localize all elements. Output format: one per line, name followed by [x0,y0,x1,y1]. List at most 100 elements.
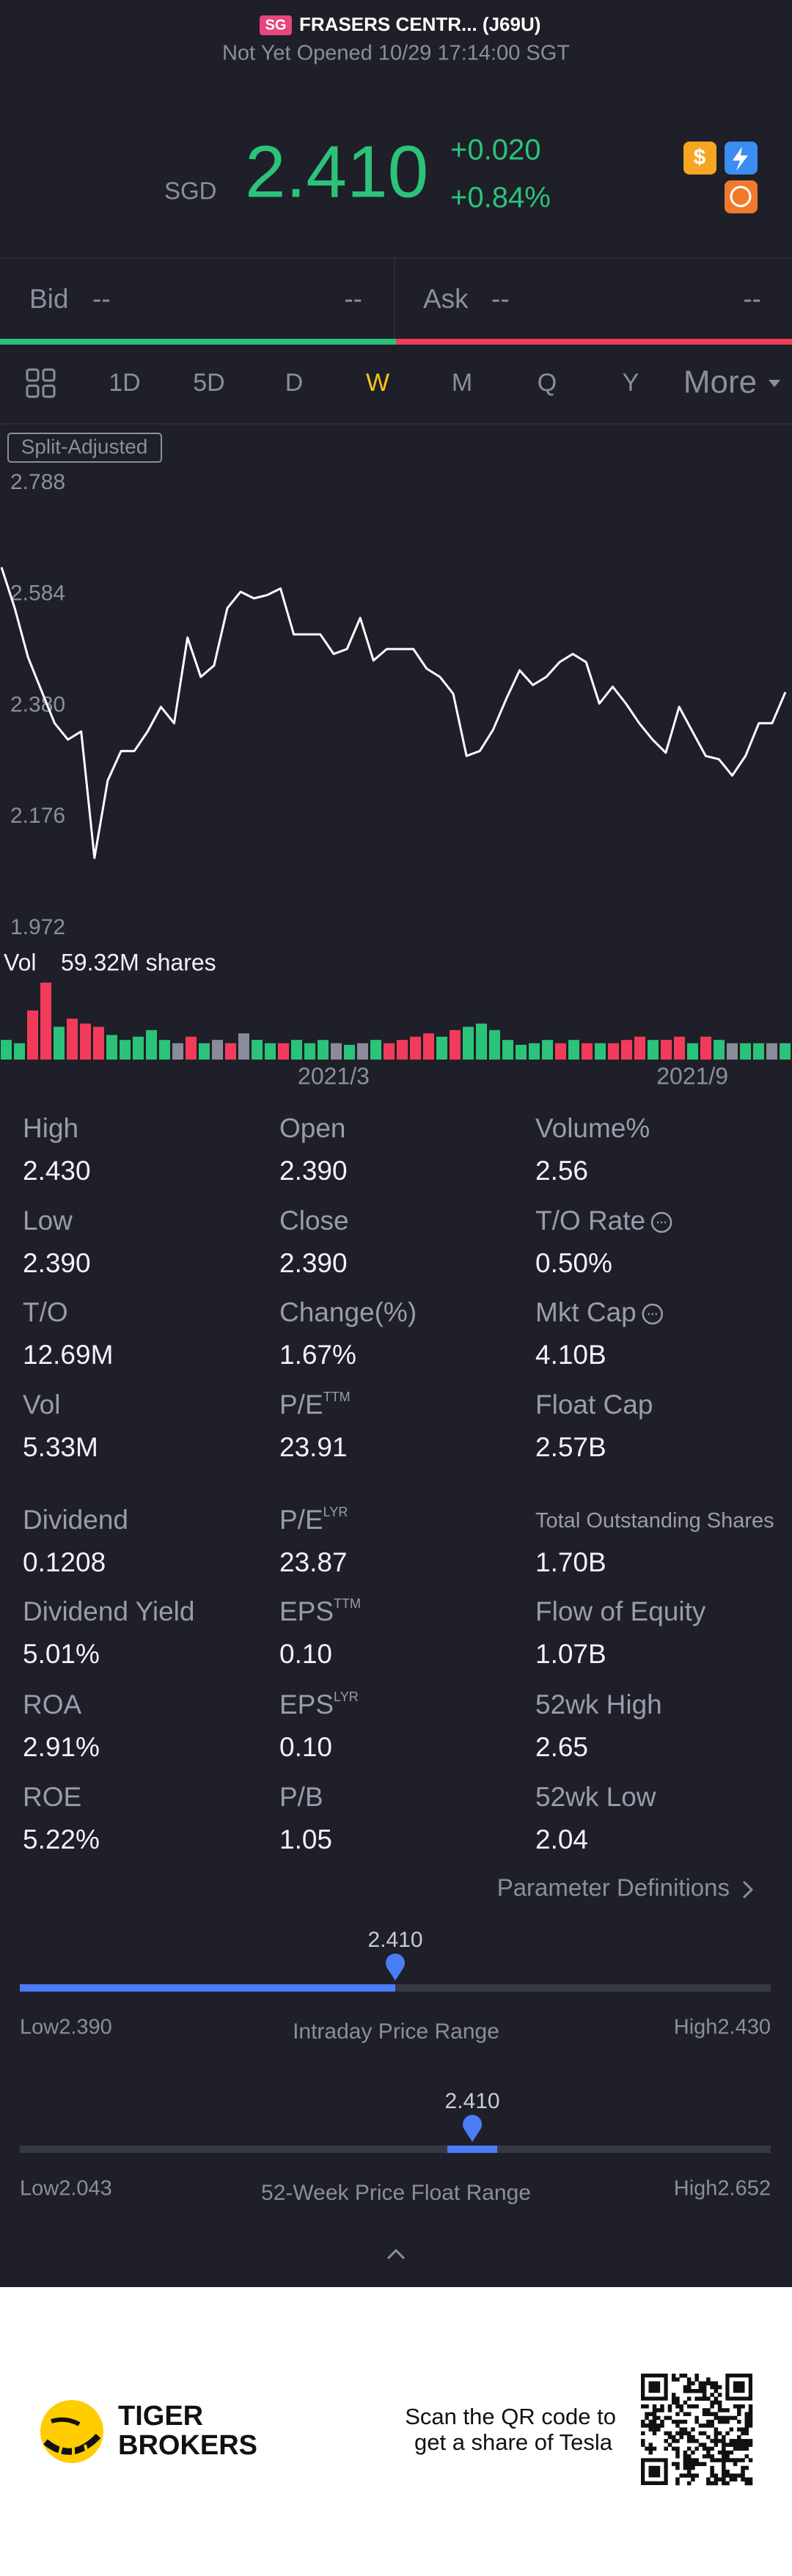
x-tick-label: 2021/9 [656,1063,728,1089]
parameter-definitions[interactable]: Parameter Definitions [497,1874,730,1901]
qr-cell [744,2465,749,2470]
stat-label: Flow of Equity [535,1596,706,1626]
qr-cell [656,2423,661,2428]
qr-cell [706,2408,711,2412]
period-tab[interactable]: Q [538,369,557,397]
qr-cell [641,2431,645,2436]
stat-label-text: Total Outstanding Shares [535,1509,774,1533]
logo-stripe [84,2444,89,2457]
range-title: 52-Week Price Float Range [261,2181,531,2205]
period-tab[interactable]: M [452,369,472,397]
qr-cell [729,2427,734,2432]
qr-cell [702,2454,707,2459]
qr-cell [691,2434,695,2440]
qr-cell [645,2446,649,2451]
qr-cell [675,2439,680,2443]
qr-cell [714,2431,719,2436]
range-current: 2.410 [367,1928,422,1952]
volume-bar [80,1023,91,1060]
qr-cell [683,2465,688,2470]
stat-label-text: Vol [23,1390,60,1420]
period-tab[interactable]: 5D [193,369,224,397]
price-change: +0.020 [450,134,540,166]
qr-cell [667,2415,672,2421]
stock-title: FRASERS CENTR... (J69U) [299,13,540,35]
qr-cell [686,2404,692,2409]
qr-cell [733,2446,738,2451]
last-price: 2.410 [245,131,428,213]
volume-bar [634,1036,645,1060]
period-tab[interactable]: D [285,369,304,397]
stat-label-text: ROA [23,1689,82,1720]
qr-cell [737,2408,741,2412]
info-icon[interactable] [650,1211,672,1233]
qr-cell [748,2415,753,2421]
qr-cell [706,2481,711,2486]
volume-bar [555,1043,566,1060]
qr-cell [744,2446,749,2451]
qr-cell [679,2419,683,2424]
qr-cell [741,2446,745,2451]
stat-label-text: P/E [279,1505,323,1535]
qr-cell [656,2408,661,2412]
range-high: High2.652 [674,2177,771,2201]
layout-icon[interactable] [26,368,56,398]
volume-bar [252,1040,263,1060]
qr-cell [675,2446,680,2451]
volume-bar [172,1043,183,1060]
qr-cell [710,2446,714,2451]
qr-cell [714,2412,719,2416]
qr-cell [725,2431,730,2436]
qr-cell [714,2473,719,2478]
qr-cell [686,2454,692,2459]
stat-value: 2.430 [23,1156,91,1186]
qr-cell [741,2431,745,2436]
stat-label-text: Dividend [23,1505,128,1535]
qr-cell [729,2458,734,2462]
period-tab[interactable]: 1D [109,369,140,397]
qr-cell [748,2477,753,2482]
icon-chat[interactable] [725,180,758,213]
stat-value: 2.390 [23,1248,91,1278]
range-track [20,2146,771,2153]
range-pin [463,2115,483,2142]
qr-cell [648,2446,653,2451]
qr-cell [714,2381,719,2386]
bid-size: -- [344,284,362,314]
qr-cell [741,2477,745,2482]
stat-value: 1.05 [279,1824,332,1854]
volume-bar [27,1010,38,1060]
volume-bar [489,1030,500,1060]
qr-cell [710,2400,714,2405]
period-tab[interactable]: More [683,364,757,400]
layout-cell [26,368,40,382]
qr-cell [717,2439,722,2443]
qr-cell [744,2477,749,2482]
qr-cell [675,2477,680,2482]
volume-bar [687,1043,698,1060]
info-icon[interactable] [642,1303,664,1325]
volume-bar [648,1040,659,1060]
icon-dollar[interactable] [683,142,716,175]
qr-cell [652,2412,657,2416]
volume-bar [410,1036,421,1060]
qr-cell [698,2431,703,2436]
qr-cell [686,2377,692,2382]
qr-cell [702,2423,707,2428]
period-tab[interactable]: W [366,369,389,397]
bid-label: Bid [29,284,68,314]
qr-cell [675,2400,680,2405]
qr-cell [671,2400,676,2405]
qr-cell [737,2458,741,2462]
volume-bar [370,1040,381,1060]
collapse-chevron[interactable] [386,2248,406,2260]
qr-cell [671,2374,676,2378]
qr-cell [710,2454,714,2459]
qr-cell [683,2400,688,2405]
qr-cell [729,2473,734,2478]
period-tab[interactable]: Y [623,369,639,397]
qr-cell [691,2404,695,2409]
qr-cell [710,2412,714,2416]
qr-cell [725,2419,730,2424]
